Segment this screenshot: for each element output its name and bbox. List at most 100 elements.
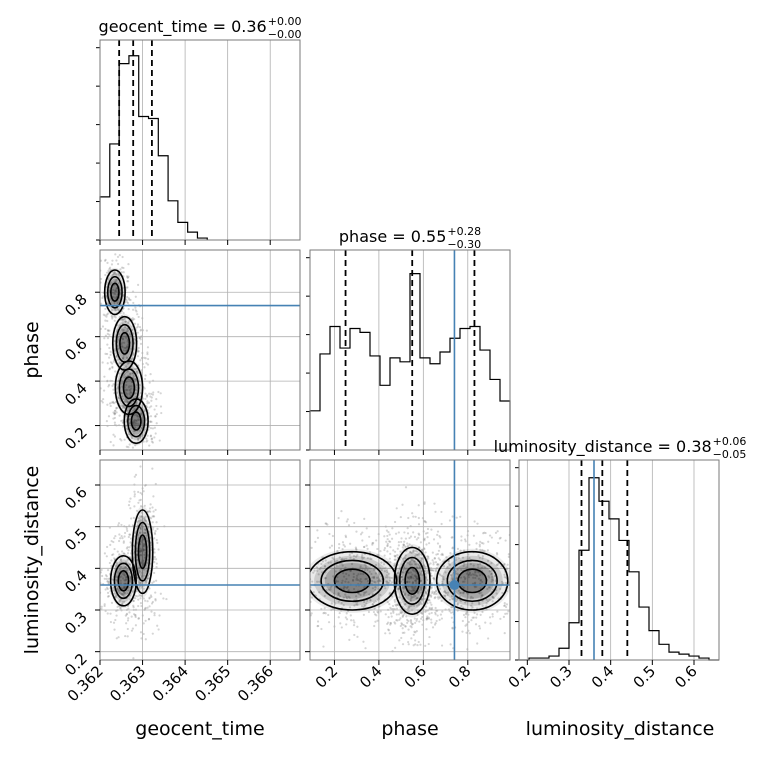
sample-point (477, 571, 481, 574)
sample-point (138, 499, 141, 502)
sample-point (440, 599, 443, 602)
sample-point (448, 610, 451, 613)
sample-point (478, 556, 481, 559)
sample-point (363, 585, 366, 588)
sample-point (127, 263, 130, 266)
sample-point (423, 539, 426, 542)
sample-point (120, 318, 124, 321)
sample-point (133, 342, 136, 345)
sample-point (345, 612, 348, 615)
sample-point (490, 572, 494, 575)
sample-point (121, 421, 124, 424)
sample-point (401, 586, 405, 589)
sample-point (120, 523, 123, 527)
density-shade (138, 536, 147, 568)
sample-point (108, 368, 111, 371)
sample-point (142, 632, 145, 636)
sample-point (127, 297, 130, 300)
sample-point (423, 597, 426, 601)
sample-point (105, 420, 108, 423)
density-shade (396, 552, 428, 610)
sample-point (386, 622, 389, 626)
sample-point (372, 568, 376, 571)
sample-point (359, 533, 363, 536)
sample-point (335, 579, 338, 582)
sample-point (391, 604, 395, 608)
sample-point (140, 515, 143, 518)
sample-point (373, 601, 376, 604)
sample-point (107, 329, 110, 332)
sample-point (122, 404, 125, 407)
sample-point (335, 580, 338, 583)
sample-point (317, 573, 320, 576)
sample-point (402, 578, 405, 581)
sample-point (414, 643, 417, 646)
sample-point (389, 612, 393, 615)
sample-point (149, 420, 152, 423)
sample-point (475, 585, 478, 588)
sample-point (128, 524, 131, 527)
sample-point (436, 530, 440, 533)
sample-point (395, 604, 398, 607)
sample-point (117, 636, 120, 639)
sample-point (476, 642, 479, 645)
sample-point (428, 599, 431, 602)
sample-point (117, 524, 120, 527)
sample-point (463, 538, 467, 541)
sample-point (107, 595, 110, 598)
sample-point (119, 312, 122, 315)
sample-point (352, 619, 355, 622)
sample-point (337, 593, 340, 597)
sample-point (114, 596, 117, 599)
sample-point (144, 519, 148, 523)
sample-point (423, 537, 426, 540)
sample-point (438, 544, 442, 548)
sample-point (426, 578, 429, 582)
sample-point (410, 558, 413, 562)
sample-point (128, 580, 132, 583)
sample-point (137, 598, 140, 601)
sample-point (143, 504, 146, 507)
sample-point (447, 559, 450, 563)
sample-point (111, 366, 114, 369)
sample-point (424, 610, 427, 613)
sample-point (114, 279, 117, 282)
sample-point (336, 575, 339, 579)
sample-point (119, 438, 122, 441)
sample-point (485, 602, 488, 605)
sample-point (139, 550, 142, 553)
sample-point (417, 523, 421, 526)
sample-point (113, 349, 116, 352)
sample-point (388, 557, 391, 560)
sample-point (123, 535, 126, 538)
sample-point (411, 512, 414, 515)
sample-point (348, 553, 351, 557)
sample-point (464, 540, 467, 543)
sample-point (401, 614, 405, 617)
sample-point (478, 592, 481, 595)
sample-point (414, 579, 417, 582)
sample-point (132, 590, 135, 594)
sample-point (126, 635, 129, 638)
sample-point (142, 440, 145, 443)
sample-point (119, 576, 122, 579)
sample-point (115, 407, 118, 410)
sample-point (406, 576, 410, 579)
sample-point (125, 414, 128, 417)
sample-point (366, 599, 369, 602)
contour-line (435, 550, 509, 611)
sample-point (484, 621, 487, 624)
sample-point (143, 518, 147, 522)
sample-point (128, 533, 132, 536)
sample-point (455, 577, 458, 580)
sample-point (417, 516, 420, 520)
sample-point (409, 598, 412, 601)
sample-point (342, 572, 345, 575)
sample-point (474, 574, 477, 577)
sample-point (134, 306, 137, 309)
sample-point (402, 543, 405, 546)
sample-point (122, 346, 125, 349)
sample-point (481, 595, 484, 598)
sample-point (101, 361, 104, 364)
sample-point (133, 535, 136, 538)
